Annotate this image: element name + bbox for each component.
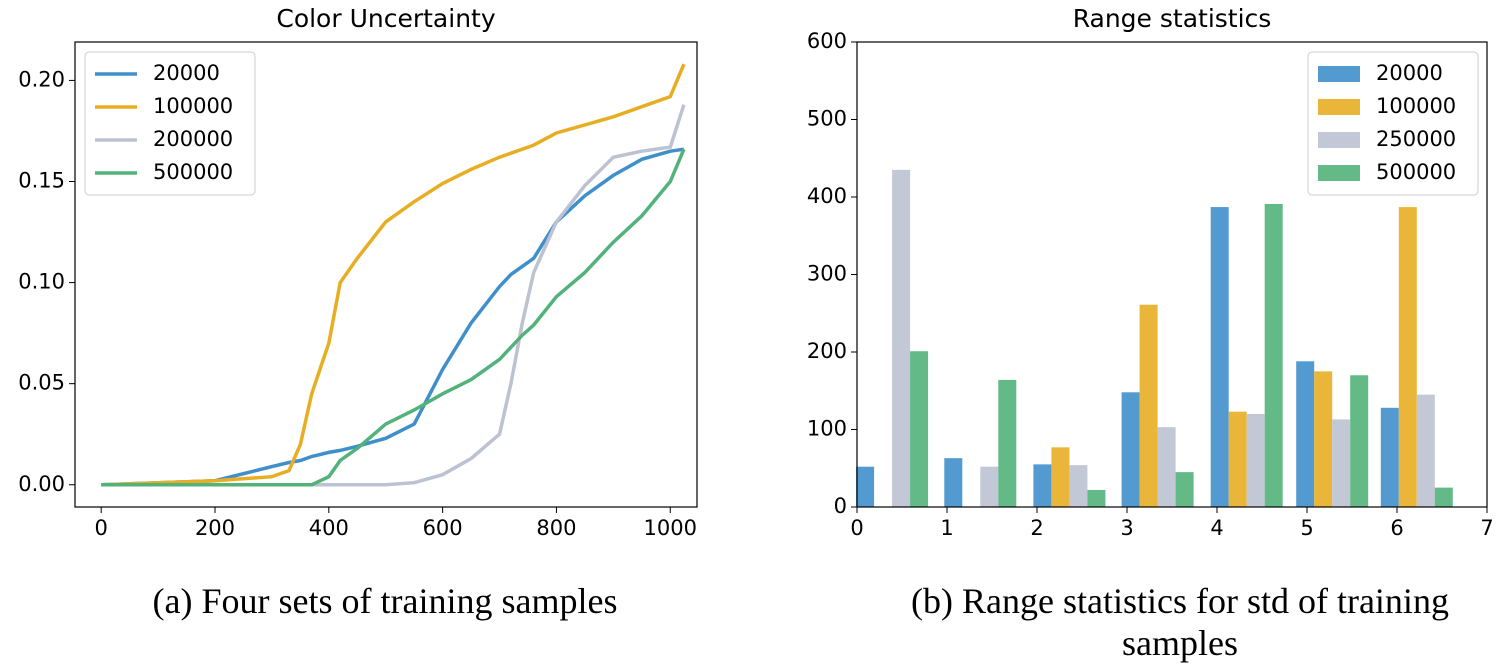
- x-tick-label: 1000: [644, 516, 697, 540]
- bar: [998, 379, 1017, 507]
- y-tick-label: 500: [807, 107, 847, 131]
- bar: [1210, 207, 1229, 507]
- legend-label: 20000: [153, 61, 220, 85]
- bar: [1157, 427, 1176, 507]
- x-tick-label: 2: [1030, 516, 1043, 540]
- x-tick-label: 4: [1210, 516, 1223, 540]
- y-tick-label: 0: [834, 494, 847, 518]
- caption: (a) Four sets of training samples: [152, 581, 618, 621]
- y-tick-label: 0.05: [18, 371, 65, 395]
- legend-swatch: [1318, 66, 1360, 82]
- line: [101, 147, 685, 487]
- y-tick-label: 300: [807, 262, 847, 286]
- legend-box: [84, 51, 256, 196]
- legend-label: 100000: [153, 94, 233, 118]
- bar: [1416, 394, 1435, 507]
- bar: [944, 458, 963, 507]
- bar: [1380, 407, 1399, 507]
- bar: [1175, 472, 1194, 507]
- y-tick-label: 0.10: [18, 270, 65, 294]
- x-tick-label: 800: [536, 516, 576, 540]
- bar: [1069, 465, 1088, 507]
- y-tick-label: 400: [807, 184, 847, 208]
- x-tick-label: 5: [1300, 516, 1313, 540]
- bar: [1398, 207, 1417, 507]
- legend-label: 200000: [153, 127, 233, 151]
- legend-label: 250000: [1376, 127, 1456, 151]
- x-tick-label: 0: [850, 516, 863, 540]
- x-tick-label: 200: [195, 516, 235, 540]
- bar: [1051, 447, 1070, 507]
- y-tick-label: 200: [807, 339, 847, 363]
- bar: [1228, 411, 1247, 507]
- bar: [1314, 371, 1333, 507]
- x-tick-label: 7: [1480, 516, 1493, 540]
- bar: [856, 466, 875, 507]
- bar: [1434, 487, 1453, 507]
- bar: [1033, 464, 1052, 507]
- x-tick-label: 6: [1390, 516, 1403, 540]
- legend-label: 20000: [1376, 61, 1443, 85]
- chart-title: Range statistics: [1073, 4, 1272, 33]
- y-tick-label: 0.00: [18, 472, 65, 496]
- bar: [1264, 203, 1283, 507]
- bar: [1087, 489, 1106, 507]
- legend-swatch: [1318, 99, 1360, 115]
- plot-frame: [74, 41, 698, 508]
- x-tick-label: 400: [309, 516, 349, 540]
- legend-swatch: [1318, 132, 1360, 148]
- y-tick-label: 0.20: [18, 67, 65, 91]
- bar: [1246, 414, 1265, 507]
- legend: 20000 100000 200000 500000: [84, 51, 256, 196]
- bar: [1332, 419, 1351, 507]
- legend-label: 500000: [1376, 160, 1456, 184]
- bar: [980, 466, 999, 507]
- bar: [1121, 392, 1140, 507]
- plot-frame: [856, 41, 1488, 508]
- legend-label: 500000: [153, 160, 233, 184]
- bar: [1350, 375, 1369, 507]
- x-tick-label: 0: [94, 516, 107, 540]
- y-tick-label: 0.15: [18, 169, 65, 193]
- x-tick-label: 3: [1120, 516, 1133, 540]
- y-tick-label: 600: [807, 29, 847, 53]
- line: [101, 63, 686, 487]
- line: [101, 148, 686, 487]
- x-tick-label: 1: [940, 516, 953, 540]
- legend-box: [1307, 51, 1479, 196]
- bar: [1139, 304, 1158, 507]
- caption: (b) Range statistics for std of training…: [911, 581, 1449, 663]
- legend-swatch: [1318, 165, 1360, 181]
- legend: 20000 100000 250000 500000: [1307, 51, 1479, 196]
- legend-label: 100000: [1376, 94, 1456, 118]
- chart-title: Color Uncertainty: [276, 4, 495, 33]
- x-tick-label: 600: [423, 516, 463, 540]
- bar: [892, 169, 911, 507]
- bar: [1296, 361, 1315, 507]
- bar: [910, 351, 929, 507]
- y-tick-label: 100: [807, 417, 847, 441]
